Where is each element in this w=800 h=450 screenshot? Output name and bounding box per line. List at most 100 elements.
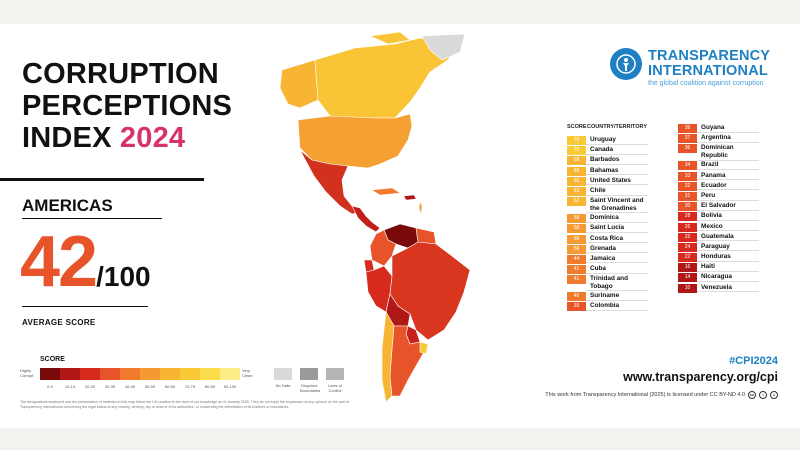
score-table-right-column: 39 Guyana 37 Argentina 36 Dominican Republic 3… [678,124,759,294]
row-score: 65 [567,166,586,176]
average-score-denominator: /100 [96,261,151,292]
row-score: 14 [678,273,697,283]
table-row: 41 Cuba [567,265,648,275]
row-country-name: United States [586,177,648,186]
table-row: 25 Guatemala [678,232,759,243]
legend-range-label: 60-69 [164,384,176,389]
region-name: AMERICAS [22,196,113,215]
legend-low-label: Highly Corrupt [20,368,34,378]
table-row: 32 Ecuador [678,181,759,192]
row-score: 58 [567,234,586,244]
map-region-hispaniola [403,194,417,201]
row-country-name: Panama [697,172,759,181]
website-link[interactable]: www.transparency.org/cpi [623,370,778,384]
row-country-name: Peru [697,192,759,201]
table-row: 75 Canada [567,146,648,156]
row-score: 28 [678,212,697,222]
map-region-greenland [421,33,466,61]
row-country-name: Bahamas [586,167,648,176]
table-row: 31 Peru [678,191,759,202]
row-country-name: Jamaica [586,255,648,264]
americas-map [279,31,471,403]
score-column-header: SCORE [567,124,587,130]
row-score: 39 [567,302,586,312]
row-country-name: Canada [586,146,648,155]
bottom-band [0,428,800,450]
table-row: 63 Chile [567,186,648,197]
table-row: 16 Haiti [678,263,759,273]
map-region-arctic-islands [368,31,411,45]
logo-text-line2: INTERNATIONAL [648,63,768,79]
table-row: 36 Dominican Republic [678,144,759,161]
row-score: 75 [567,146,586,156]
legend-extra-label: Disputed Boundaries [300,383,321,393]
row-country-name: Saint Lucia [586,224,648,233]
legend-swatch [100,368,120,380]
row-country-name: Suriname [586,292,648,301]
legend-extra-item: No Data [274,368,292,393]
legend-swatch [80,368,100,380]
row-country-name: Bolivia [697,212,759,221]
table-row: 33 Panama [678,171,759,182]
row-score: 37 [678,134,697,144]
legend-range-label: 0-9 [47,384,53,389]
table-row: 62 Saint Vincent and the Grenadines [567,197,648,214]
table-row: 30 El Salvador [678,202,759,212]
row-score: 10 [678,283,697,293]
ti-logo-icon [610,48,642,80]
logo-text-line1: TRANSPARENCY [648,48,771,64]
legend-range-label: 90-100 [223,384,237,389]
legend-range-label: 70-79 [184,384,196,389]
row-country-name: Paraguay [697,243,759,252]
row-country-name: Guyana [697,124,759,133]
legend-extra-item: Lines of Control [326,368,344,393]
table-row: 34 Brazil [678,161,759,171]
table-row: 10 Venezuela [678,283,759,294]
nd-icon: = [770,391,778,399]
legend-extra-label: No Data [275,383,291,388]
map-region-cuba [371,187,401,196]
row-score: 41 [567,275,586,285]
table-row: 58 Costa Rica [567,234,648,245]
legend-range-label: 40-49 [124,384,136,389]
table-row: 68 Barbados [567,156,648,166]
row-score: 36 [678,144,697,154]
transparency-international-logo[interactable]: TRANSPARENCY INTERNATIONAL the global co… [610,46,790,92]
license-notice: This work from Transparency Internationa… [545,391,778,399]
table-row: 76 Uruguay [567,136,648,146]
row-country-name: Colombia [586,302,648,312]
row-country-name: Cuba [586,265,648,274]
map-region-guianas [415,227,437,245]
table-row: 56 Grenada [567,244,648,255]
row-score: 39 [678,124,697,133]
row-score: 22 [678,253,697,263]
row-country-name: Venezuela [697,284,759,293]
row-score: 25 [678,232,697,242]
row-country-name: El Salvador [697,202,759,211]
row-country-name: Dominican Republic [697,144,759,161]
legend-color-scale [40,368,240,380]
title-line-3: INDEX 2024 [22,122,212,154]
row-score: 62 [567,197,586,207]
row-country-name: Costa Rica [586,235,648,244]
country-column-header: COUNTRY/TERRITORY [587,124,647,130]
title-block: CORRUPTION PERCEPTIONS INDEX 2024 [22,58,232,154]
title-year: 2024 [119,122,186,154]
row-country-name: Ecuador [697,182,759,191]
legend-extra-label: Lines of Control [327,383,342,393]
row-score: 58 [567,224,586,234]
score-divider [22,306,148,307]
legend-extra-swatch [300,368,318,380]
table-row: 40 Suriname [567,292,648,302]
legend-swatch [160,368,180,380]
legend-swatch [180,368,200,380]
logo-tagline: the global coalition against corruption [648,80,764,87]
table-row: 65 United States [567,176,648,187]
hashtag: #CPI2024 [729,355,778,367]
row-score: 58 [567,214,586,224]
map-region-central-america [351,205,381,233]
row-score: 56 [567,244,586,254]
legend-swatch [60,368,80,380]
table-row: 24 Paraguay [678,242,759,253]
legend-swatch [40,368,60,380]
